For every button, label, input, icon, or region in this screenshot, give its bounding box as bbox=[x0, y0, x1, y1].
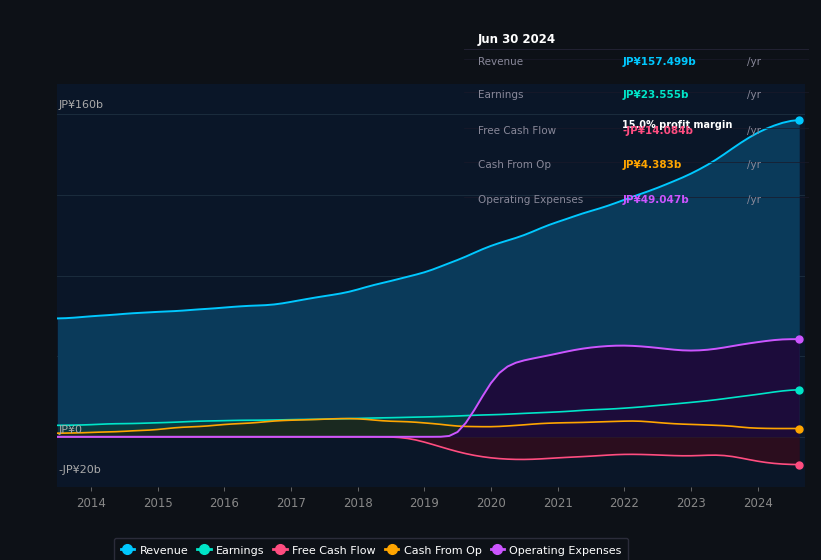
Point bbox=[792, 335, 805, 344]
Text: -JP¥14.084b: -JP¥14.084b bbox=[622, 126, 694, 136]
Point bbox=[792, 460, 805, 469]
Text: -JP¥20b: -JP¥20b bbox=[59, 465, 102, 475]
Text: JP¥160b: JP¥160b bbox=[59, 100, 103, 110]
Text: JP¥157.499b: JP¥157.499b bbox=[622, 58, 696, 67]
Text: Cash From Op: Cash From Op bbox=[478, 160, 551, 170]
Text: /yr: /yr bbox=[746, 90, 760, 100]
Point bbox=[792, 424, 805, 433]
Text: JP¥0: JP¥0 bbox=[59, 425, 83, 435]
Text: 15.0% profit margin: 15.0% profit margin bbox=[622, 120, 733, 130]
Point bbox=[792, 115, 805, 124]
Text: JP¥49.047b: JP¥49.047b bbox=[622, 194, 690, 204]
Text: /yr: /yr bbox=[746, 126, 760, 136]
Legend: Revenue, Earnings, Free Cash Flow, Cash From Op, Operating Expenses: Revenue, Earnings, Free Cash Flow, Cash … bbox=[114, 538, 629, 560]
Point bbox=[792, 385, 805, 394]
Text: Jun 30 2024: Jun 30 2024 bbox=[478, 33, 556, 46]
Text: Revenue: Revenue bbox=[478, 58, 523, 67]
Text: /yr: /yr bbox=[746, 160, 760, 170]
Text: JP¥4.383b: JP¥4.383b bbox=[622, 160, 682, 170]
Text: Earnings: Earnings bbox=[478, 90, 523, 100]
Text: Operating Expenses: Operating Expenses bbox=[478, 194, 583, 204]
Text: /yr: /yr bbox=[746, 58, 760, 67]
Text: JP¥23.555b: JP¥23.555b bbox=[622, 90, 689, 100]
Text: /yr: /yr bbox=[746, 194, 760, 204]
Text: Free Cash Flow: Free Cash Flow bbox=[478, 126, 556, 136]
